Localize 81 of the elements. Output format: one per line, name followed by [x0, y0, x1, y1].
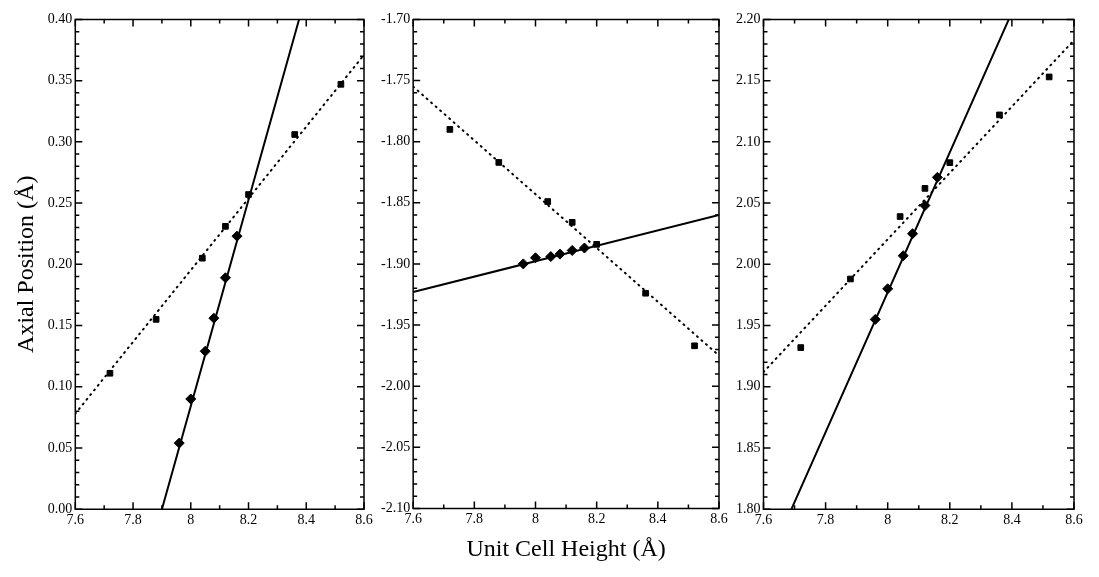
point	[245, 191, 252, 198]
y-tick-label: 1.90	[736, 378, 761, 394]
x-tick-label: 8.6	[710, 511, 728, 527]
point	[544, 198, 552, 205]
x-tick-label: 8	[884, 512, 892, 528]
point	[219, 272, 231, 284]
point	[897, 250, 909, 262]
point	[578, 242, 590, 254]
x-tick-label: 8.4	[1003, 512, 1021, 528]
y-tick-label: 0.35	[47, 72, 73, 88]
point	[882, 283, 894, 295]
point	[691, 342, 698, 350]
point	[907, 228, 919, 240]
y-tick-label: 0.40	[47, 11, 73, 27]
x-tick-label: 8	[187, 512, 195, 528]
point	[919, 200, 931, 212]
point	[199, 345, 211, 357]
y-tick-label: 0.30	[47, 133, 73, 149]
point	[222, 223, 229, 230]
y-tick-label: -1.70	[380, 11, 411, 27]
y-tick-label: 2.15	[736, 72, 761, 88]
x-tick-label: 8.6	[1065, 512, 1083, 528]
y-tick-label: -1.85	[380, 194, 411, 210]
y-tick-label: 2.10	[736, 133, 761, 149]
y-tick-label: 2.20	[736, 11, 761, 27]
point	[446, 126, 454, 133]
point	[231, 230, 243, 242]
y-tick-label: 2.00	[736, 255, 761, 271]
point	[495, 159, 503, 166]
y-tick-label: 2.05	[736, 194, 761, 210]
point	[931, 171, 943, 183]
x-tick-label: 7.8	[816, 512, 835, 528]
y-tick-label: -1.75	[380, 72, 411, 88]
y-axis-title: Axial Position (Å)	[11, 175, 38, 353]
point	[152, 316, 160, 323]
y-tick-label: 0.20	[47, 255, 73, 271]
point	[545, 251, 557, 263]
y-tick-label: -2.00	[380, 377, 411, 393]
x-tick-label: 7.8	[124, 512, 142, 528]
point	[869, 313, 881, 325]
y-tick-label: -1.80	[380, 133, 411, 149]
point	[797, 344, 805, 351]
y-tick-label: 1.95	[736, 317, 761, 333]
y-tick-label: -1.90	[380, 255, 411, 271]
x-tick-label: 7.8	[465, 511, 484, 527]
y-tick-label: 0.15	[47, 317, 73, 333]
x-tick-label: 8	[532, 511, 539, 527]
point	[946, 159, 954, 166]
point	[896, 213, 904, 220]
x-tick-label: 8.4	[297, 512, 316, 528]
point	[1045, 73, 1053, 81]
y-tick-label: -1.95	[380, 316, 411, 332]
x-tick-label: 8.6	[355, 512, 373, 528]
point	[847, 275, 854, 283]
x-tick-label: 8.2	[941, 512, 959, 528]
point	[554, 248, 566, 260]
x-tick-label: 7.6	[404, 511, 422, 527]
point	[921, 185, 929, 192]
x-tick-label: 8.2	[587, 511, 606, 527]
point	[517, 258, 529, 270]
y-tick-label: 0.25	[47, 194, 73, 210]
point	[642, 289, 649, 297]
y-tick-label: 0.05	[47, 439, 73, 455]
point	[593, 241, 600, 248]
point	[566, 244, 578, 256]
y-tick-label: 0.10	[47, 378, 73, 394]
point	[106, 369, 114, 377]
y-tick-label: 1.85	[736, 439, 761, 455]
y-tick-label: -2.05	[380, 438, 411, 454]
point	[568, 219, 576, 226]
x-tick-label: 8.4	[649, 511, 667, 527]
point	[208, 312, 220, 324]
point	[530, 252, 541, 264]
point	[337, 80, 345, 88]
point	[185, 393, 197, 405]
x-tick-label: 8.2	[239, 512, 258, 528]
x-axis-title: Unit Cell Height (Å)	[466, 534, 666, 561]
point	[996, 111, 1003, 119]
point	[291, 131, 299, 138]
point	[173, 437, 185, 449]
point	[199, 254, 206, 262]
